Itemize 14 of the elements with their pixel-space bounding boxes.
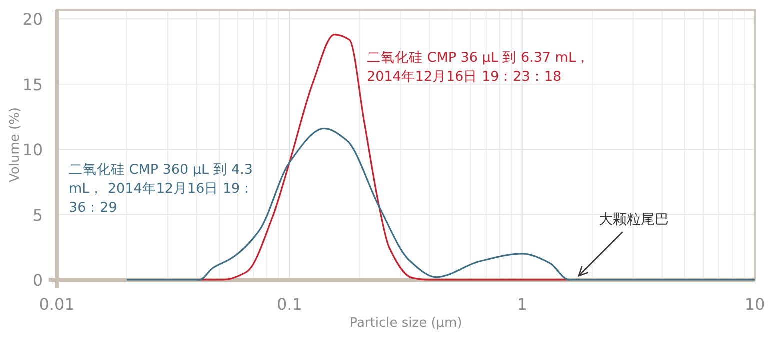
y-tick-label: 10 [22, 140, 43, 160]
y-tick-label: 0 [32, 271, 43, 290]
y-tick-label: 15 [22, 75, 43, 94]
x-axis-title: Particle size (µm) [350, 316, 462, 331]
series-label: 二氧化硅 CMP 36 µL 到 6.37 mL， 2014年12月16日 19：23：18 [367, 50, 590, 85]
y-tick-label: 5 [32, 206, 43, 225]
y-tick-label: 20 [22, 10, 43, 30]
annotation: 大颗粒尾巴 [598, 212, 669, 228]
series-label: 二氧化硅 CMP 360 µL 到 4.3 mL， 2014年12月16日 19：36：29 [69, 162, 254, 216]
x-tick-label: 1 [517, 295, 528, 314]
x-tick-label: 0.1 [276, 295, 302, 314]
x-tick-label: 0.01 [39, 295, 75, 314]
y-axis-title: Volume (%) [8, 108, 23, 182]
x-tick-label: 10 [744, 295, 766, 314]
